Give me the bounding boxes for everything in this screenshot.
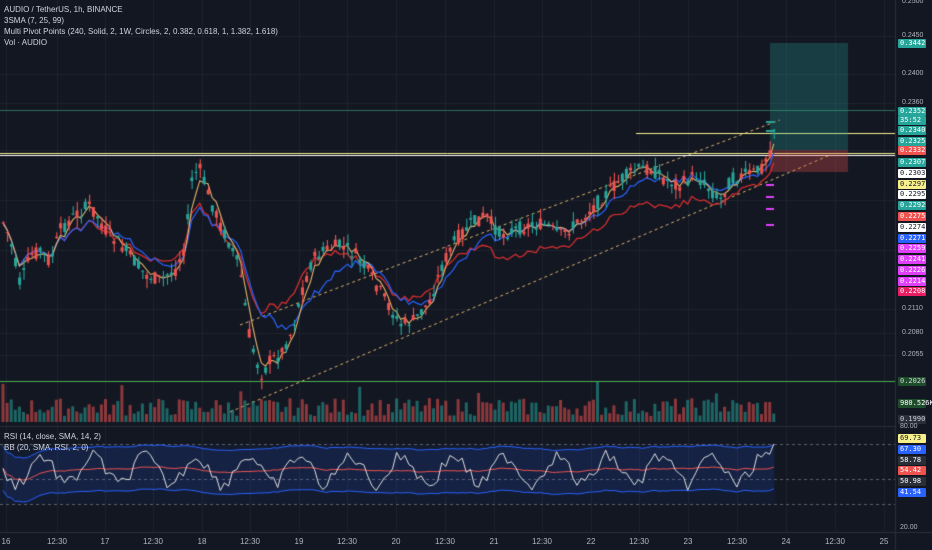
rsi-tag: 58.78	[898, 456, 926, 465]
price-tag: 0.2214	[898, 277, 926, 286]
rsi-tag: 69.73	[898, 434, 926, 443]
price-tag: 0.2332	[898, 146, 926, 155]
rsi-tag: 41.54	[898, 488, 926, 497]
price-tag: 0.3442	[898, 39, 926, 48]
time-axis-label: 12:30	[434, 537, 456, 546]
price-tick-label: 0.2450	[902, 32, 924, 39]
price-tag: 980.526K	[898, 399, 932, 408]
price-tick-label: 0.2500	[902, 0, 924, 5]
price-tag: 0.2026	[898, 377, 926, 386]
legend-pivots[interactable]: Multi Pivot Points (240, Solid, 2, 1W, C…	[4, 27, 278, 36]
time-axis-label: 22	[586, 537, 596, 546]
time-axis-label: 12:30	[46, 537, 68, 546]
price-tag: 0.2275	[898, 212, 926, 221]
price-tag: 0.2292	[898, 201, 926, 210]
time-axis-label: 19	[294, 537, 304, 546]
time-axis-label: 21	[489, 537, 499, 546]
price-tag: 0.2241	[898, 255, 926, 264]
time-axis-label: 12:30	[726, 537, 748, 546]
time-axis-label: 20	[391, 537, 401, 546]
price-tag: 35:52	[898, 116, 926, 125]
time-axis-label: 12:30	[336, 537, 358, 546]
rsi-tag: 54.42	[898, 466, 926, 475]
time-axis-label: 25	[879, 537, 889, 546]
rsi-tick-label: 80.00	[900, 423, 918, 430]
price-tag: 0.2307	[898, 158, 926, 167]
price-tick-label: 0.2080	[902, 329, 924, 336]
price-tag: 0.2259	[898, 244, 926, 253]
legend-symbol[interactable]: AUDIO / TetherUS, 1h, BINANCE	[4, 5, 123, 14]
price-tick-label: 0.2360	[902, 99, 924, 106]
price-tag: 0.2226	[898, 266, 926, 275]
legend-bb[interactable]: BB (20, SMA, RSI, 2, 0)	[4, 443, 89, 452]
time-axis-label: 16	[1, 537, 11, 546]
price-tag: 0.2303	[898, 169, 926, 178]
price-tag: 0.2340	[898, 126, 926, 135]
price-tag: 0.2297	[898, 180, 926, 189]
price-tick-label: 0.2400	[902, 70, 924, 77]
time-axis-label: 12:30	[628, 537, 650, 546]
price-tag: 0.2271	[898, 234, 926, 243]
price-tag: 0.2295	[898, 190, 926, 199]
legend-sma[interactable]: 3SMA (7, 25, 99)	[4, 16, 65, 25]
rsi-tag: 50.98	[898, 477, 926, 486]
legend-volume[interactable]: Vol · AUDIO	[4, 38, 48, 47]
time-axis-label: 24	[781, 537, 791, 546]
price-tick-label: 0.2055	[902, 351, 924, 358]
time-axis-label: 12:30	[531, 537, 553, 546]
price-tag: 0.2325	[898, 137, 926, 146]
price-tag: 0.2208	[898, 287, 926, 296]
price-tag: 0.1990	[898, 415, 926, 424]
time-axis-label: 18	[197, 537, 207, 546]
price-tag: 0.2352	[898, 107, 926, 116]
rsi-tick-label: 20.00	[900, 524, 918, 531]
legend-rsi[interactable]: RSI (14, close, SMA, 14, 2)	[4, 432, 101, 441]
time-axis-label: 17	[100, 537, 110, 546]
time-axis-label: 12:30	[824, 537, 846, 546]
price-tag: 0.2274	[898, 223, 926, 232]
price-tick-label: 0.2110	[902, 305, 923, 312]
time-axis-label: 23	[683, 537, 693, 546]
rsi-tag: 67.30	[898, 445, 926, 454]
time-axis-label: 12:30	[239, 537, 261, 546]
time-axis-label: 12:30	[142, 537, 164, 546]
